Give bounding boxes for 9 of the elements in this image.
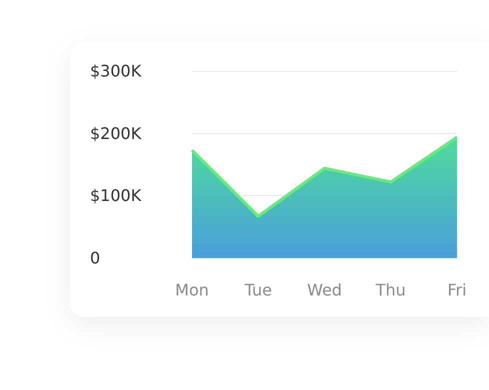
x-tick-label: Mon bbox=[175, 280, 209, 300]
x-tick-label: Fri bbox=[447, 280, 467, 300]
x-tick-label: Tue bbox=[244, 280, 272, 300]
y-tick-label: 0 bbox=[90, 248, 100, 268]
y-tick-label: $300K bbox=[90, 62, 142, 80]
x-tick-label: Wed bbox=[307, 280, 342, 300]
x-tick-label: Thu bbox=[374, 280, 406, 300]
y-tick-label: $200K bbox=[90, 124, 142, 143]
y-tick-label: $100K bbox=[90, 186, 142, 206]
